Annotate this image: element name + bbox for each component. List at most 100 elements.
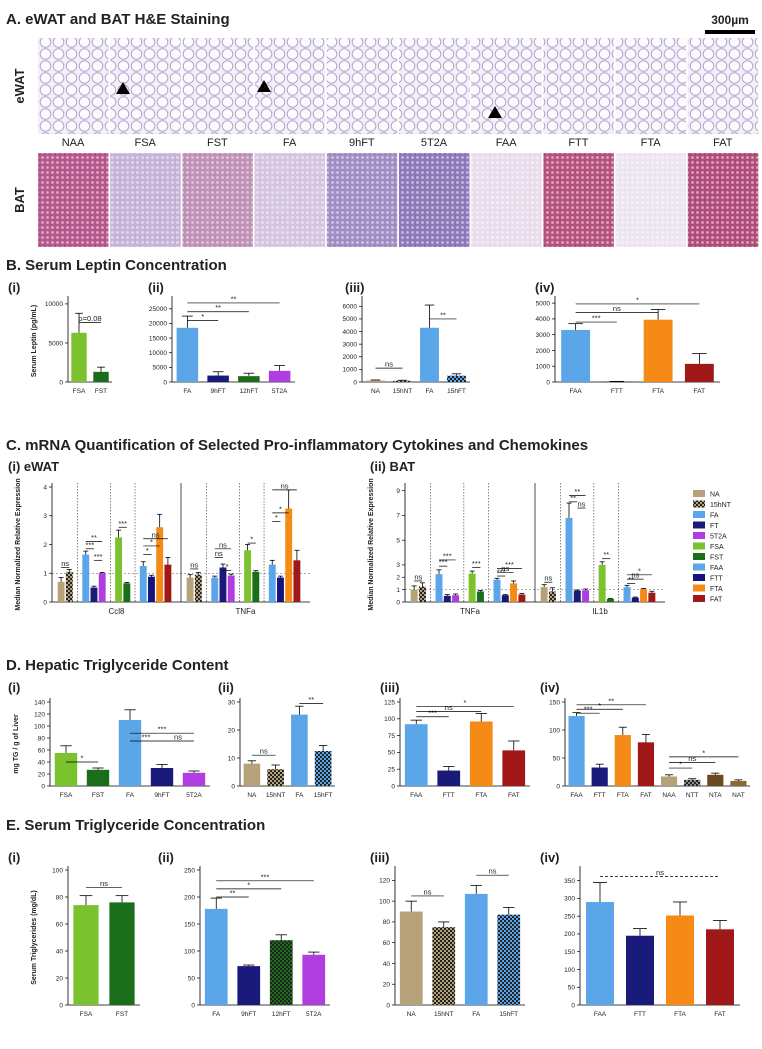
x-tick-label: 12hFT (272, 1011, 291, 1018)
ewat-image (471, 38, 542, 134)
y-tick-label: 75 (388, 733, 396, 740)
bar (211, 577, 219, 602)
bar (591, 767, 608, 786)
significance-label: ns (219, 540, 227, 549)
scale-label: 300µm (711, 13, 749, 27)
condition-label: 5T2A (421, 137, 448, 149)
significance-label: * (464, 698, 467, 707)
significance-label: ns (174, 733, 182, 742)
y-tick-label: 5000 (536, 300, 551, 307)
significance-label: ** (603, 550, 609, 559)
significance-label: ns (688, 754, 696, 763)
bar (586, 901, 614, 1005)
y-tick-label: 20 (56, 975, 64, 982)
y-tick-label: 250 (184, 867, 195, 874)
bar (65, 571, 73, 602)
y-axis-label: Serum Triglycerides (mg/dL) (31, 890, 38, 985)
significance-label: ns (152, 530, 160, 539)
y-tick-label: 1000 (343, 367, 358, 374)
x-tick-label: TNFa (460, 607, 481, 616)
x-tick-label: 9hFT (154, 792, 169, 799)
x-tick-label: FTT (634, 1011, 646, 1018)
y-tick-label: 100 (34, 723, 45, 730)
bar (706, 929, 734, 1005)
x-tick-label: 15hNT (393, 388, 413, 395)
panel-label: (iv) (540, 850, 560, 865)
panel-label: (iii) (380, 680, 400, 695)
legend-label: FT (710, 523, 719, 530)
condition-label: FA (283, 137, 297, 149)
condition-label: FSA (134, 137, 156, 149)
legend-label: FAT (710, 597, 723, 604)
significance-label: ns (260, 747, 268, 756)
bar (548, 591, 556, 602)
bar (148, 576, 155, 602)
y-tick-label: 10000 (149, 350, 167, 357)
legend-label: FTT (710, 576, 724, 583)
significance-label: * (201, 312, 204, 321)
significance-label: *** (472, 559, 481, 568)
panel-label: (iii) (370, 850, 390, 865)
bar (502, 750, 526, 786)
x-tick-label: FTA (652, 388, 664, 395)
ewat-image (687, 38, 759, 134)
y-tick-label: 2 (396, 575, 400, 582)
panel-label: (iv) (535, 280, 555, 295)
bar (568, 716, 585, 786)
y-tick-label: 2000 (536, 348, 551, 355)
significance-label: ns (385, 360, 393, 369)
x-tick-label: IL1b (592, 607, 608, 616)
bar (684, 779, 701, 786)
y-tick-label: 20000 (149, 321, 167, 328)
significance-label: ns (544, 574, 552, 583)
y-tick-label: 4000 (343, 329, 358, 336)
significance-label: ** (308, 695, 314, 704)
bar (54, 753, 78, 786)
x-tick-label: FAT (694, 388, 705, 395)
y-tick-label: 0 (191, 1002, 195, 1009)
bar (464, 893, 488, 1005)
bar (93, 371, 109, 382)
condition-label: FTA (641, 137, 662, 149)
significance-label: *** (428, 708, 437, 717)
bar (447, 375, 466, 382)
y-tick-label: 2 (43, 542, 47, 549)
bar (182, 772, 206, 786)
x-tick-label: FAT (714, 1011, 725, 1018)
significance-label: * (679, 760, 682, 769)
bat-texture (687, 153, 759, 247)
arrowhead (116, 82, 130, 94)
x-tick-label: FSA (60, 792, 73, 799)
significance-label: * (247, 880, 250, 889)
bar (115, 537, 123, 602)
y-tick-label: 50 (388, 750, 396, 757)
significance-label: ns (215, 549, 223, 558)
bat-texture (182, 153, 253, 247)
condition-label: FAA (496, 137, 517, 149)
bar (420, 327, 439, 382)
y-tick-label: 0 (353, 379, 357, 386)
bar (518, 594, 526, 602)
y-tick-label: 10000 (45, 301, 63, 308)
panel-label: (iii) (345, 280, 365, 295)
x-tick-label: 15hNT (266, 792, 286, 799)
y-axis-label: Median Normalized Relative Expression (368, 478, 375, 610)
arrowhead (257, 80, 271, 92)
bar (219, 567, 227, 602)
y-tick-label: 0 (43, 599, 47, 606)
x-tick-label: FAA (594, 1011, 607, 1018)
y-tick-label: 6000 (343, 304, 358, 311)
y-tick-label: 0 (59, 1002, 63, 1009)
y-tick-label: 7 (396, 513, 400, 520)
section-title: B. Serum Leptin Concentration (6, 257, 227, 274)
ewat-image (543, 38, 614, 134)
significance-label: *** (118, 519, 127, 528)
significance-label: ns (613, 304, 621, 313)
bat-texture (254, 153, 326, 247)
x-tick-label: FTA (617, 792, 629, 799)
x-tick-label: 5T2A (186, 792, 202, 799)
x-tick-label: NA (371, 388, 381, 395)
bar (730, 780, 747, 786)
bar (476, 591, 484, 602)
bar (164, 564, 172, 602)
